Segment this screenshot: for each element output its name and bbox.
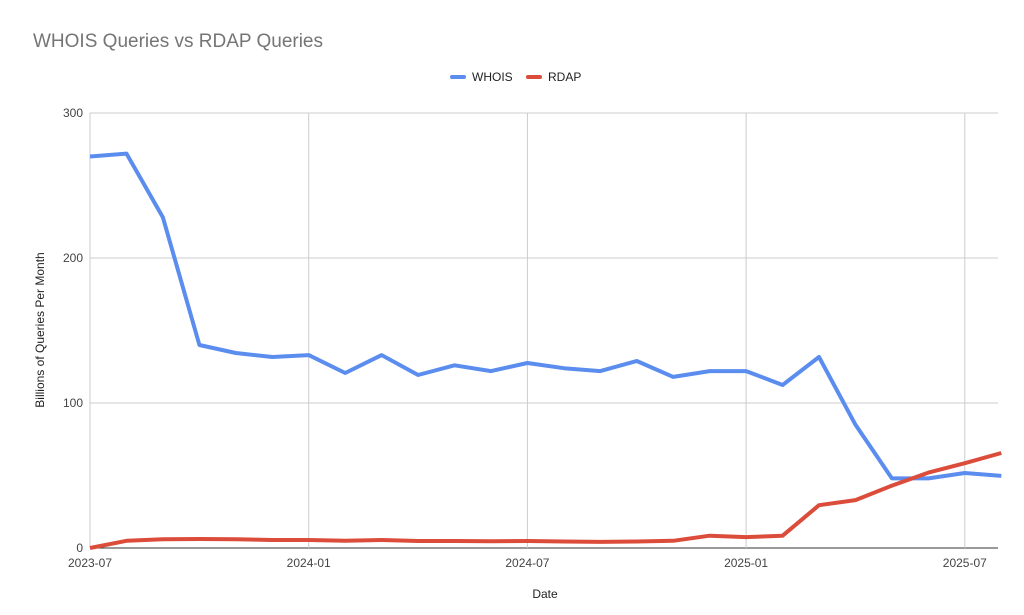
chart-title: WHOIS Queries vs RDAP Queries bbox=[33, 31, 323, 52]
legend-item-whois: WHOIS bbox=[450, 70, 513, 84]
x-tick-label: 2025-07 bbox=[943, 556, 987, 570]
x-axis-label: Date bbox=[532, 587, 558, 601]
series-line-whois bbox=[89, 151, 1002, 481]
legend-item-rdap: RDAP bbox=[526, 70, 581, 84]
y-axis-label: Billions of Queries Per Month bbox=[33, 252, 47, 407]
y-tick-label: 0 bbox=[76, 541, 83, 555]
y-tick-label: 100 bbox=[63, 396, 83, 410]
x-tick-label: 2023-07 bbox=[68, 556, 112, 570]
legend-label: WHOIS bbox=[472, 70, 513, 84]
series-line-rdap bbox=[89, 451, 1002, 550]
series-lines bbox=[89, 151, 1002, 550]
gridlines bbox=[89, 112, 998, 549]
x-tick-label: 2025-01 bbox=[724, 556, 768, 570]
x-tick-label: 2024-07 bbox=[505, 556, 549, 570]
legend-label: RDAP bbox=[548, 70, 581, 84]
x-axis-ticks: 2023-07 2024-01 2024-07 2025-01 2025-07 bbox=[68, 556, 987, 570]
y-tick-label: 200 bbox=[63, 251, 83, 265]
y-axis-ticks: 0 100 200 300 bbox=[63, 106, 83, 555]
x-tick-label: 2024-01 bbox=[287, 556, 331, 570]
y-tick-label: 300 bbox=[63, 106, 83, 120]
legend: WHOIS RDAP bbox=[450, 70, 581, 84]
